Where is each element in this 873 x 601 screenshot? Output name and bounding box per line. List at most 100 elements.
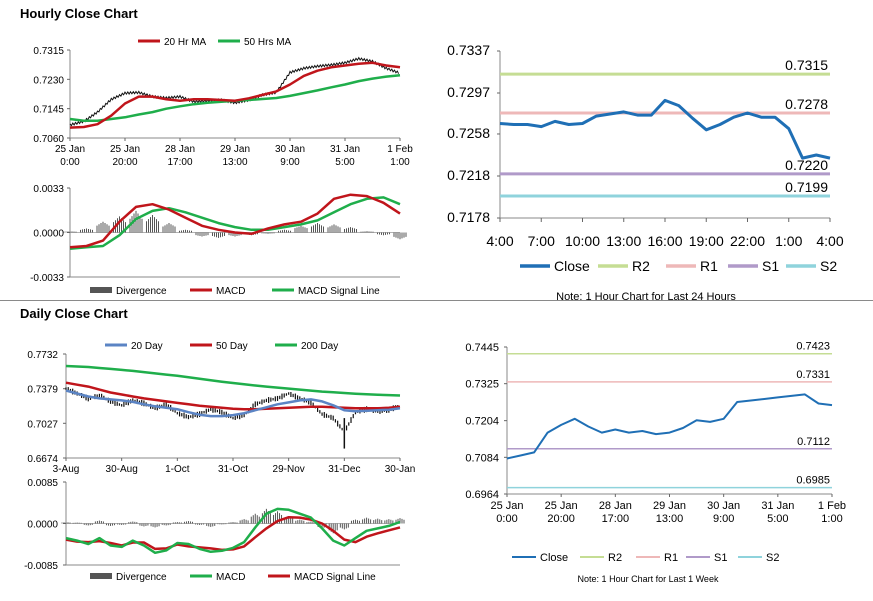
series-line-20-day (65, 389, 401, 418)
x-tick-label: 13:00 (606, 233, 641, 249)
y-tick-label: 0.7445 (465, 342, 499, 354)
legend-label: 20 Hr MA (164, 37, 207, 48)
y-tick-label: 0.7178 (447, 209, 490, 225)
y-tick-label: 0.7084 (465, 452, 499, 464)
x-tick-label: 25 Jan (545, 500, 578, 512)
legend-label: MACD (216, 572, 245, 583)
x-tick-label: 5:00 (767, 513, 788, 525)
x-tick-label: 7:00 (528, 233, 555, 249)
y-tick-label: 0.7230 (33, 75, 64, 86)
x-tick-label: 30 Jan (275, 144, 305, 155)
legend-label: MACD Signal Line (294, 572, 376, 583)
x-tick-label: 29 Jan (653, 500, 686, 512)
legend-swatch (90, 573, 112, 579)
x-tick-label: 13:00 (656, 513, 684, 525)
legend-label: Close (554, 258, 590, 274)
y-tick-label: 0.0033 (33, 184, 64, 195)
y-tick-label: -0.0033 (30, 273, 64, 284)
x-tick-label: 16:00 (647, 233, 682, 249)
series-line-macd (69, 193, 401, 249)
legend-label: MACD (216, 286, 245, 297)
legend-label: S1 (714, 552, 727, 564)
x-tick-label: 9:00 (280, 157, 300, 168)
level-label-r2: 0.7315 (785, 57, 828, 73)
legend-label: 200 Day (301, 341, 338, 352)
series-line-200-day (65, 364, 401, 397)
x-tick-label: 31-Dec (328, 464, 360, 475)
level-label-s2: 0.7199 (785, 179, 828, 195)
daily-section-title: Daily Close Chart (20, 306, 128, 321)
x-tick-label: 30-Jan (385, 464, 416, 475)
x-tick-label: 0:00 (496, 513, 517, 525)
x-tick-label: 3-Aug (53, 464, 80, 475)
x-tick-label: 28 Jan (165, 144, 195, 155)
x-tick-label: 30 Jan (707, 500, 740, 512)
y-tick-label: 0.7337 (447, 42, 490, 58)
legend-swatch (90, 287, 112, 293)
y-tick-label: 0.7218 (447, 167, 490, 183)
x-tick-label: 31 Jan (330, 144, 360, 155)
price-line (69, 56, 400, 127)
section-divider (0, 300, 873, 301)
x-tick-label: 1 Feb (387, 144, 413, 155)
x-tick-label: 29 Jan (220, 144, 250, 155)
level-label-s2: 0.6985 (796, 475, 830, 487)
x-tick-label: 31 Jan (761, 500, 794, 512)
legend-label: Divergence (116, 286, 167, 297)
y-tick-label: 0.7027 (27, 419, 58, 430)
x-tick-label: 19:00 (689, 233, 724, 249)
chart-note: Note: 1 Hour Chart for Last 1 Week (578, 574, 719, 584)
x-tick-label: 28 Jan (599, 500, 632, 512)
x-tick-label: 9:00 (713, 513, 734, 525)
x-tick-label: 10:00 (565, 233, 600, 249)
legend-label: R1 (700, 258, 718, 274)
legend-label: Close (540, 552, 568, 564)
hourly-section-title: Hourly Close Chart (20, 6, 138, 21)
y-tick-label: 0.0000 (33, 229, 64, 240)
y-tick-label: 0.7315 (33, 46, 64, 57)
x-tick-label: 13:00 (222, 157, 247, 168)
legend-label: MACD Signal Line (298, 286, 380, 297)
y-tick-label: 0.7145 (33, 105, 64, 116)
x-tick-label: 17:00 (602, 513, 630, 525)
legend-label: R1 (664, 552, 678, 564)
x-tick-label: 1-Oct (165, 464, 190, 475)
y-tick-label: 0.7325 (465, 379, 499, 391)
level-label-r1: 0.7278 (785, 96, 828, 112)
x-tick-label: 25 Jan (490, 500, 523, 512)
x-tick-label: 31-Oct (218, 464, 248, 475)
y-tick-label: 0.0085 (27, 478, 58, 489)
x-tick-label: 20:00 (547, 513, 575, 525)
y-tick-label: 0.7297 (447, 84, 490, 100)
y-tick-label: 0.7204 (465, 416, 499, 428)
y-tick-label: 0.0000 (27, 520, 58, 531)
x-tick-label: 1:00 (821, 513, 842, 525)
level-label-s1: 0.7220 (785, 157, 828, 173)
legend-label: S2 (766, 552, 779, 564)
y-tick-label: 0.6964 (465, 489, 499, 501)
x-tick-label: 22:00 (730, 233, 765, 249)
y-tick-label: 0.7060 (33, 134, 64, 145)
x-tick-label: 25 Jan (55, 144, 85, 155)
level-label-r1: 0.7331 (796, 369, 830, 381)
y-tick-label: -0.0085 (24, 561, 58, 572)
series-line-close (499, 98, 831, 160)
legend-label: Divergence (116, 572, 167, 583)
x-tick-label: 1 Feb (818, 500, 846, 512)
legend-label: S2 (820, 258, 837, 274)
legend-label: R2 (632, 258, 650, 274)
x-tick-label: 25 Jan (110, 144, 140, 155)
y-tick-label: 0.7379 (27, 385, 58, 396)
legend-label: 50 Hrs MA (244, 37, 292, 48)
level-label-s1: 0.7112 (797, 436, 830, 448)
series-line-macd (65, 507, 401, 555)
x-tick-label: 20:00 (112, 157, 137, 168)
x-tick-label: 4:00 (486, 233, 513, 249)
legend-label: R2 (608, 552, 622, 564)
series-line-close (506, 393, 833, 460)
